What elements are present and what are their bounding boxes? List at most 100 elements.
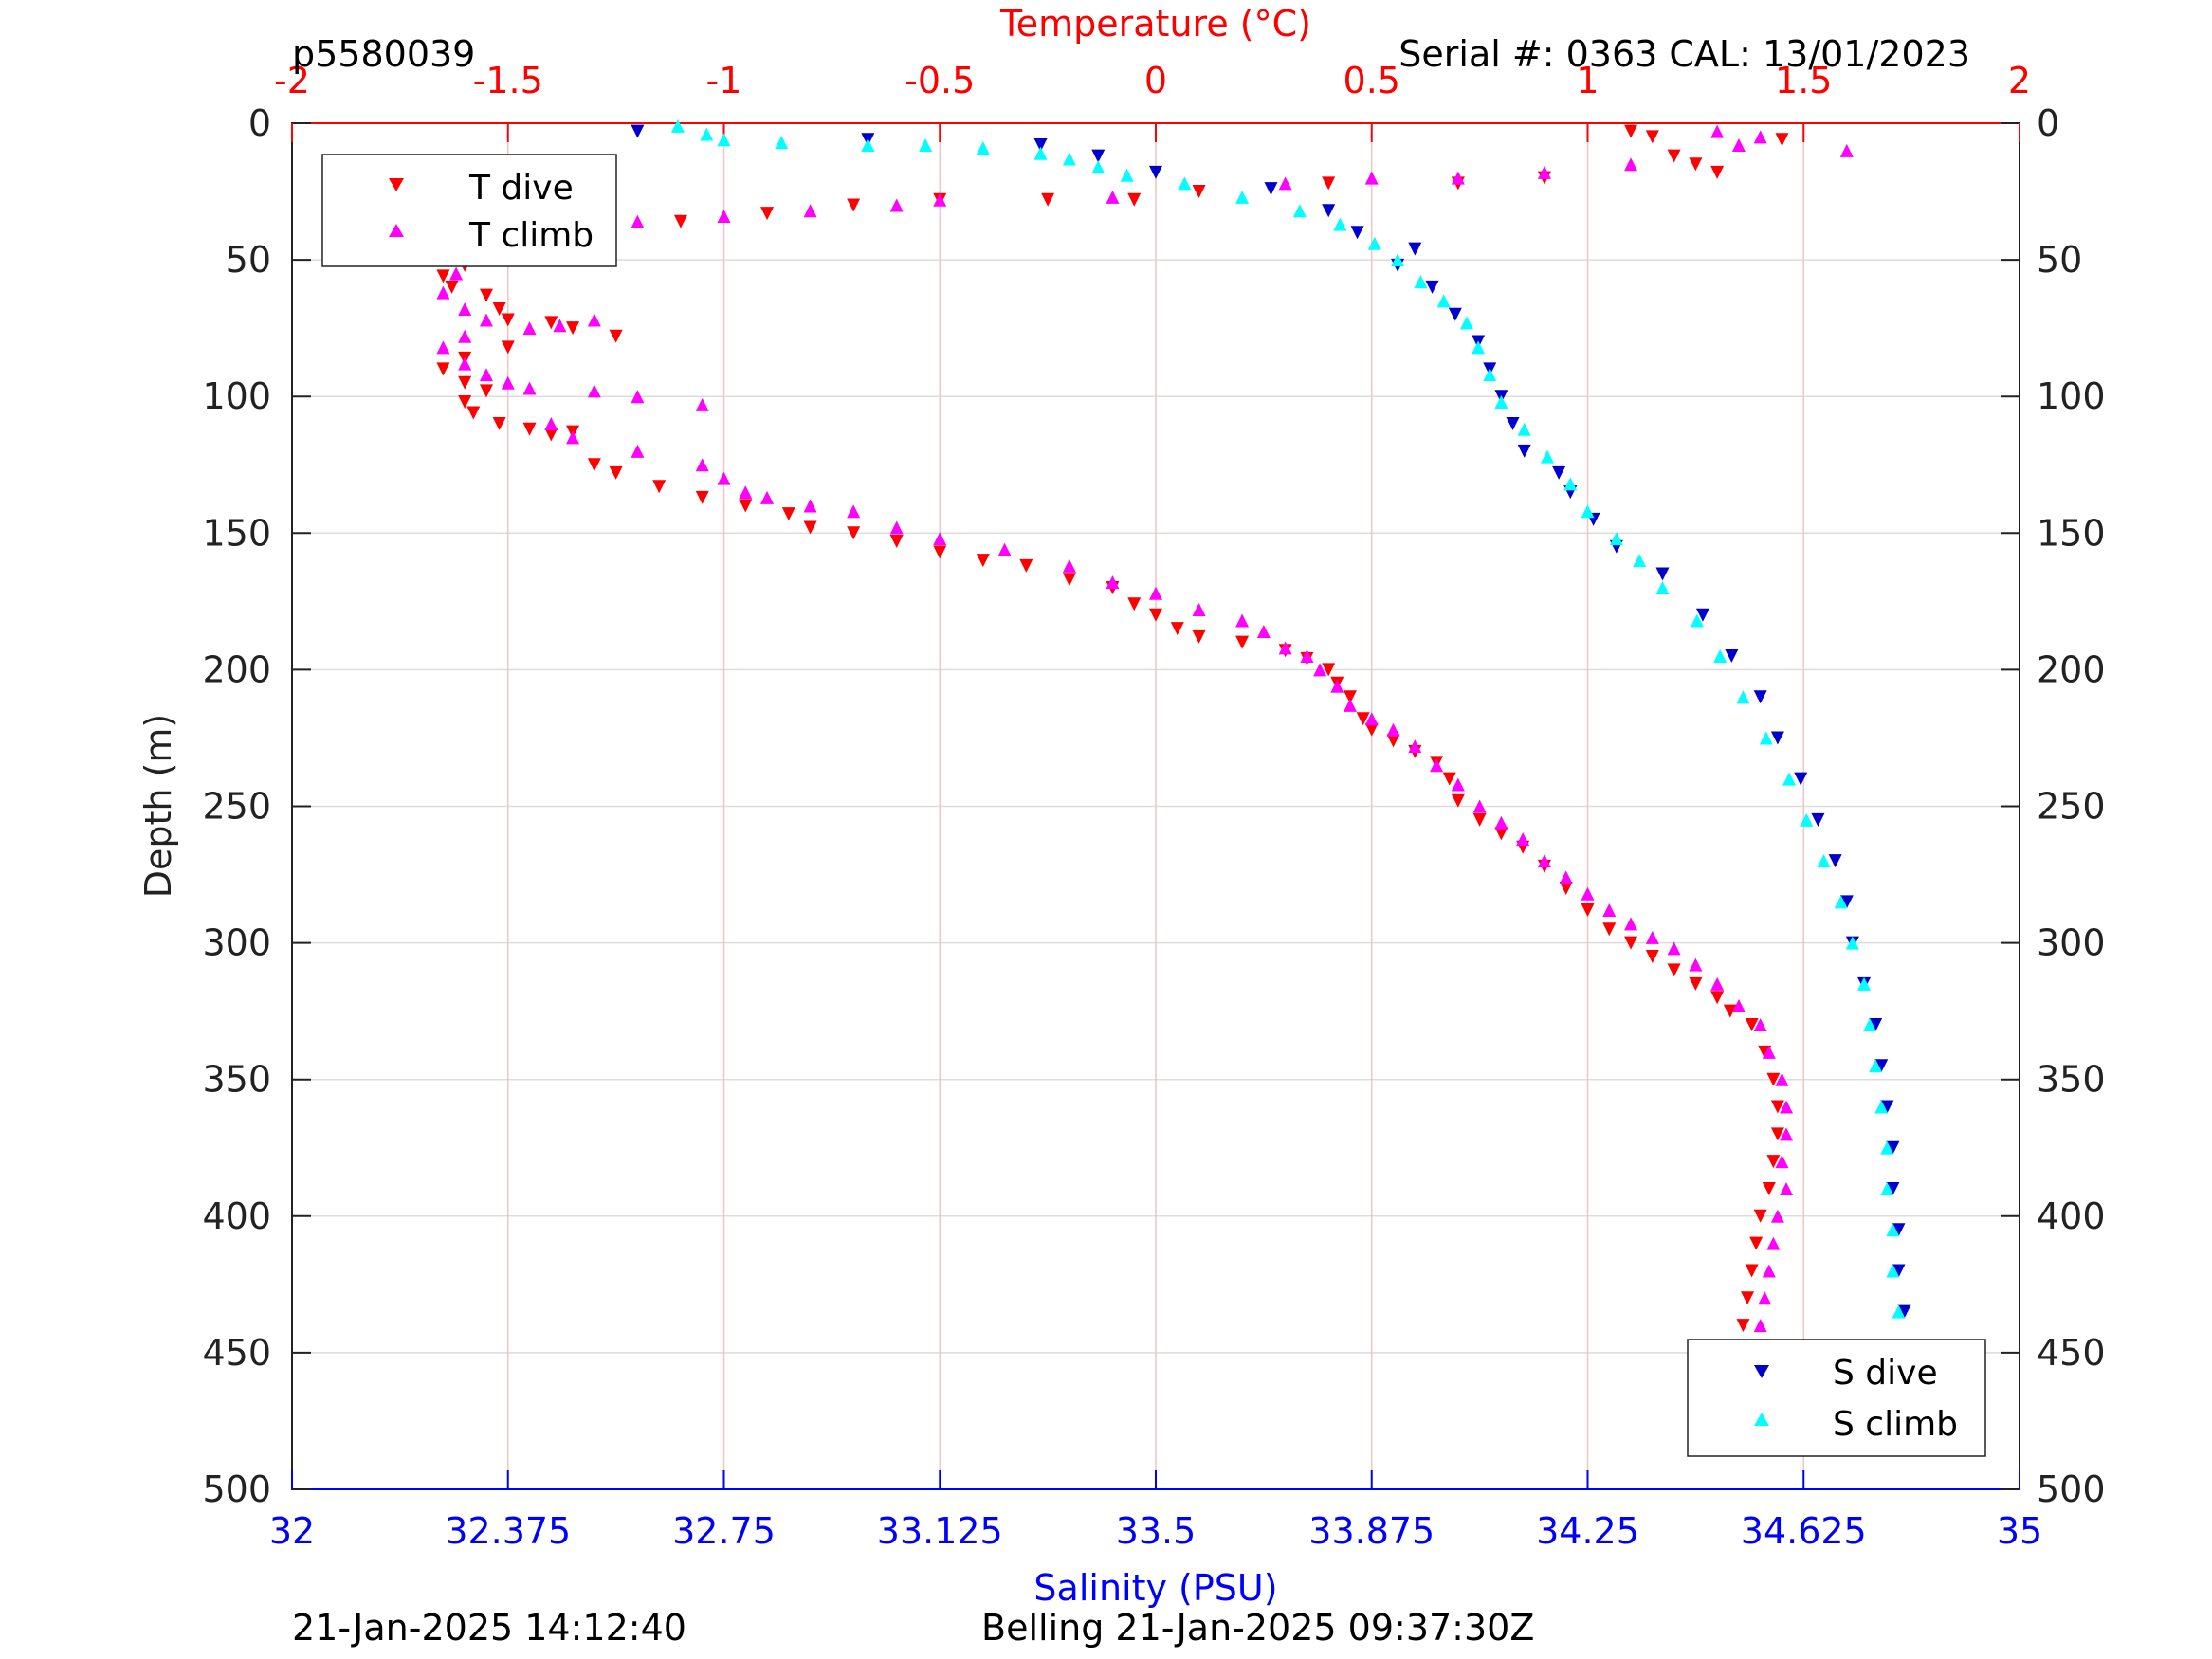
t-climb-point [631, 390, 645, 404]
t-climb-point [436, 340, 450, 355]
s-climb-point [1886, 1223, 1900, 1237]
temperature-tick-label: 1 [1576, 60, 1599, 101]
t-climb-point [1667, 941, 1681, 956]
s-dive-point [1517, 444, 1531, 458]
t-dive-point [501, 313, 515, 327]
t-dive-point [1442, 772, 1456, 786]
t-climb-point [458, 301, 472, 316]
t-climb-point [1364, 712, 1379, 726]
t-climb-point [436, 285, 450, 300]
t-dive-point [1235, 635, 1250, 649]
t-climb-point [1451, 171, 1465, 185]
depth-tick-label-left: 150 [202, 512, 271, 554]
s-dive-point [1425, 280, 1439, 294]
t-climb-point [1780, 1181, 1794, 1195]
t-climb-point [1537, 854, 1551, 868]
t-dive-point [1322, 176, 1336, 191]
t-dive-point [1689, 976, 1703, 991]
t-dive-point [1192, 185, 1206, 199]
t-dive-point [1494, 827, 1508, 841]
s-dive-point [1811, 812, 1825, 827]
s-climb-point [1581, 504, 1595, 519]
depth-tick-label-left: 350 [202, 1059, 271, 1101]
t-dive-point [609, 465, 623, 480]
temperature-legend: T dive T climb [321, 154, 617, 267]
t-dive-point [847, 526, 861, 540]
t-climb-point [544, 417, 558, 431]
t-climb-point [1753, 1319, 1767, 1333]
t-climb-point [449, 266, 464, 281]
salinity-legend-box [1687, 1339, 1986, 1457]
s-dive-point [1886, 1181, 1900, 1195]
t-dive-point [1451, 793, 1465, 808]
t-climb-point [1364, 171, 1379, 185]
t-dive-legend-label: T dive [468, 169, 574, 208]
t-climb-point [1472, 799, 1487, 813]
salinity-tick-label: 34.625 [1741, 1510, 1867, 1552]
t-dive-point [1624, 936, 1638, 950]
t-climb-point [522, 321, 537, 336]
s-dive-point [1770, 731, 1784, 745]
t-climb-point [1602, 903, 1617, 918]
temperature-tick-label: -1 [706, 60, 742, 101]
s-dive-point [1886, 1140, 1900, 1155]
t-dive-point [847, 198, 861, 212]
t-dive-point [1343, 690, 1357, 704]
t-climb-point [1451, 777, 1465, 792]
t-dive-point [1127, 597, 1142, 611]
t-dive-legend-marker [389, 178, 404, 191]
s-climb-point [1033, 146, 1048, 160]
s-climb-point [1845, 936, 1859, 950]
t-dive-point [492, 417, 506, 431]
t-dive-point [1472, 812, 1487, 827]
s-climb-point [1869, 1059, 1883, 1073]
t-dive-point [1322, 663, 1336, 677]
t-dive-point [652, 480, 667, 494]
s-climb-point [1292, 204, 1307, 218]
t-climb-point [1559, 870, 1573, 884]
depth-tick-label-right: 250 [2037, 786, 2106, 828]
s-climb-point [1459, 316, 1473, 330]
t-climb-point [553, 319, 567, 333]
s-dive-point [1264, 182, 1278, 196]
t-climb-point [803, 204, 817, 218]
salinity-legend: S dive S climb [1687, 1339, 1986, 1457]
depth-axis-label: Depth (m) [137, 714, 179, 899]
depth-tick-label-left: 200 [202, 648, 271, 690]
t-dive-point [1710, 991, 1725, 1005]
s-climb-point [1472, 340, 1486, 355]
t-climb-point [479, 313, 493, 327]
t-dive-point [1624, 124, 1638, 138]
t-climb-point [1762, 1264, 1776, 1278]
depth-tick-label-left: 400 [202, 1195, 271, 1237]
t-climb-point [1235, 613, 1250, 628]
depth-tick-label-right: 150 [2037, 512, 2106, 554]
t-climb-point [717, 209, 731, 223]
depth-tick-label-right: 50 [2037, 239, 2082, 281]
t-dive-point [1149, 608, 1162, 622]
salinity-axis-label: Salinity (PSU) [1033, 1567, 1277, 1609]
t-dive-point [1667, 149, 1681, 163]
t-dive-point [1645, 130, 1659, 144]
t-dive-point [1602, 922, 1617, 937]
depth-tick-label-left: 100 [202, 375, 271, 417]
temperature-tick-label: -2 [274, 60, 310, 101]
depth-tick-label-right: 500 [2037, 1468, 2106, 1510]
s-dive-point [1408, 242, 1422, 256]
s-climb-point [1609, 532, 1623, 546]
depth-tick-label-right: 0 [2037, 102, 2059, 144]
depth-tick-label-left: 50 [226, 239, 271, 281]
s-climb-point [1563, 477, 1578, 491]
s-climb-legend-label: S climb [1833, 1405, 1958, 1444]
t-dive-point [1170, 622, 1184, 636]
t-climb-point [1300, 648, 1314, 663]
t-climb-point [1731, 138, 1746, 153]
t-dive-point [1753, 1209, 1767, 1223]
t-climb-point [1710, 976, 1725, 991]
s-dive-point [1506, 417, 1520, 431]
t-climb-point [1689, 957, 1703, 972]
t-climb-point [1278, 641, 1292, 655]
t-climb-point [1775, 1072, 1789, 1086]
s-dive-point [1839, 895, 1854, 909]
s-climb-point [1120, 168, 1134, 182]
